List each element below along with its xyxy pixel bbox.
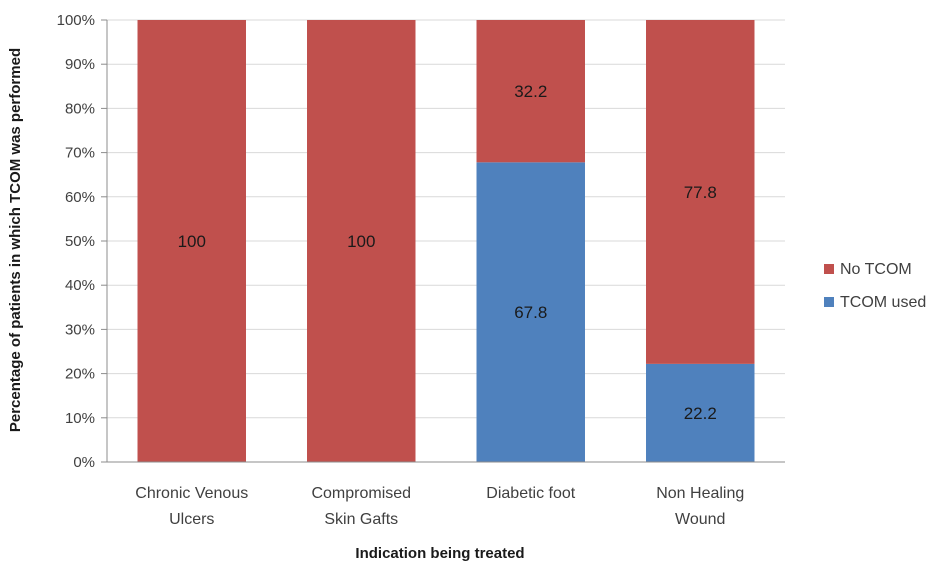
bar-segment	[307, 20, 416, 462]
y-axis-title: Percentage of patients in which TCOM was…	[7, 48, 24, 432]
data-label: 22.2	[684, 404, 717, 423]
y-tick-label: 100%	[57, 12, 95, 29]
bar-segment	[476, 20, 585, 163]
y-tick-label: 20%	[65, 366, 95, 383]
legend-swatch	[824, 297, 834, 307]
data-label: 67.8	[514, 303, 547, 322]
y-tick-label: 60%	[65, 189, 95, 206]
data-label: 100	[178, 232, 206, 251]
y-tick-label: 40%	[65, 277, 95, 294]
data-label: 32.2	[514, 82, 547, 101]
y-tick-label: 80%	[65, 100, 95, 117]
bar-segment	[646, 363, 755, 462]
data-label: 77.8	[684, 183, 717, 202]
legend-swatch	[824, 264, 834, 274]
x-tick-label: Chronic Venous Ulcers	[135, 485, 248, 528]
y-tick-label: 90%	[65, 56, 95, 73]
data-labels: 100 100 67.8 32.2 22.2 77.8	[178, 82, 717, 423]
bar-segment	[137, 20, 246, 462]
bars	[137, 20, 755, 462]
x-tick-label: Compromised Skin Gafts	[311, 485, 411, 528]
x-tick-label: Non Healing Wound	[656, 485, 744, 528]
y-tick-label: 50%	[65, 233, 95, 250]
legend-label: TCOM used	[840, 294, 926, 311]
bar-segment	[646, 20, 755, 364]
y-axis: 0% 10% 20% 30% 40% 50% 60% 70% 80% 90% 100%	[57, 12, 108, 471]
legend: No TCOM TCOM used	[824, 261, 926, 311]
x-axis-title: Indication being treated	[355, 545, 524, 562]
data-label: 100	[347, 232, 375, 251]
y-tick-label: 30%	[65, 321, 95, 338]
bar-segment	[476, 162, 585, 462]
x-tick-label: Diabetic foot	[486, 485, 575, 502]
y-tick-label: 0%	[73, 454, 95, 471]
x-axis: Chronic Venous Ulcers Compromised Skin Gaft…	[107, 461, 785, 528]
legend-label: No TCOM	[840, 261, 912, 278]
y-tick-label: 10%	[65, 410, 95, 427]
y-tick-label: 70%	[65, 145, 95, 162]
